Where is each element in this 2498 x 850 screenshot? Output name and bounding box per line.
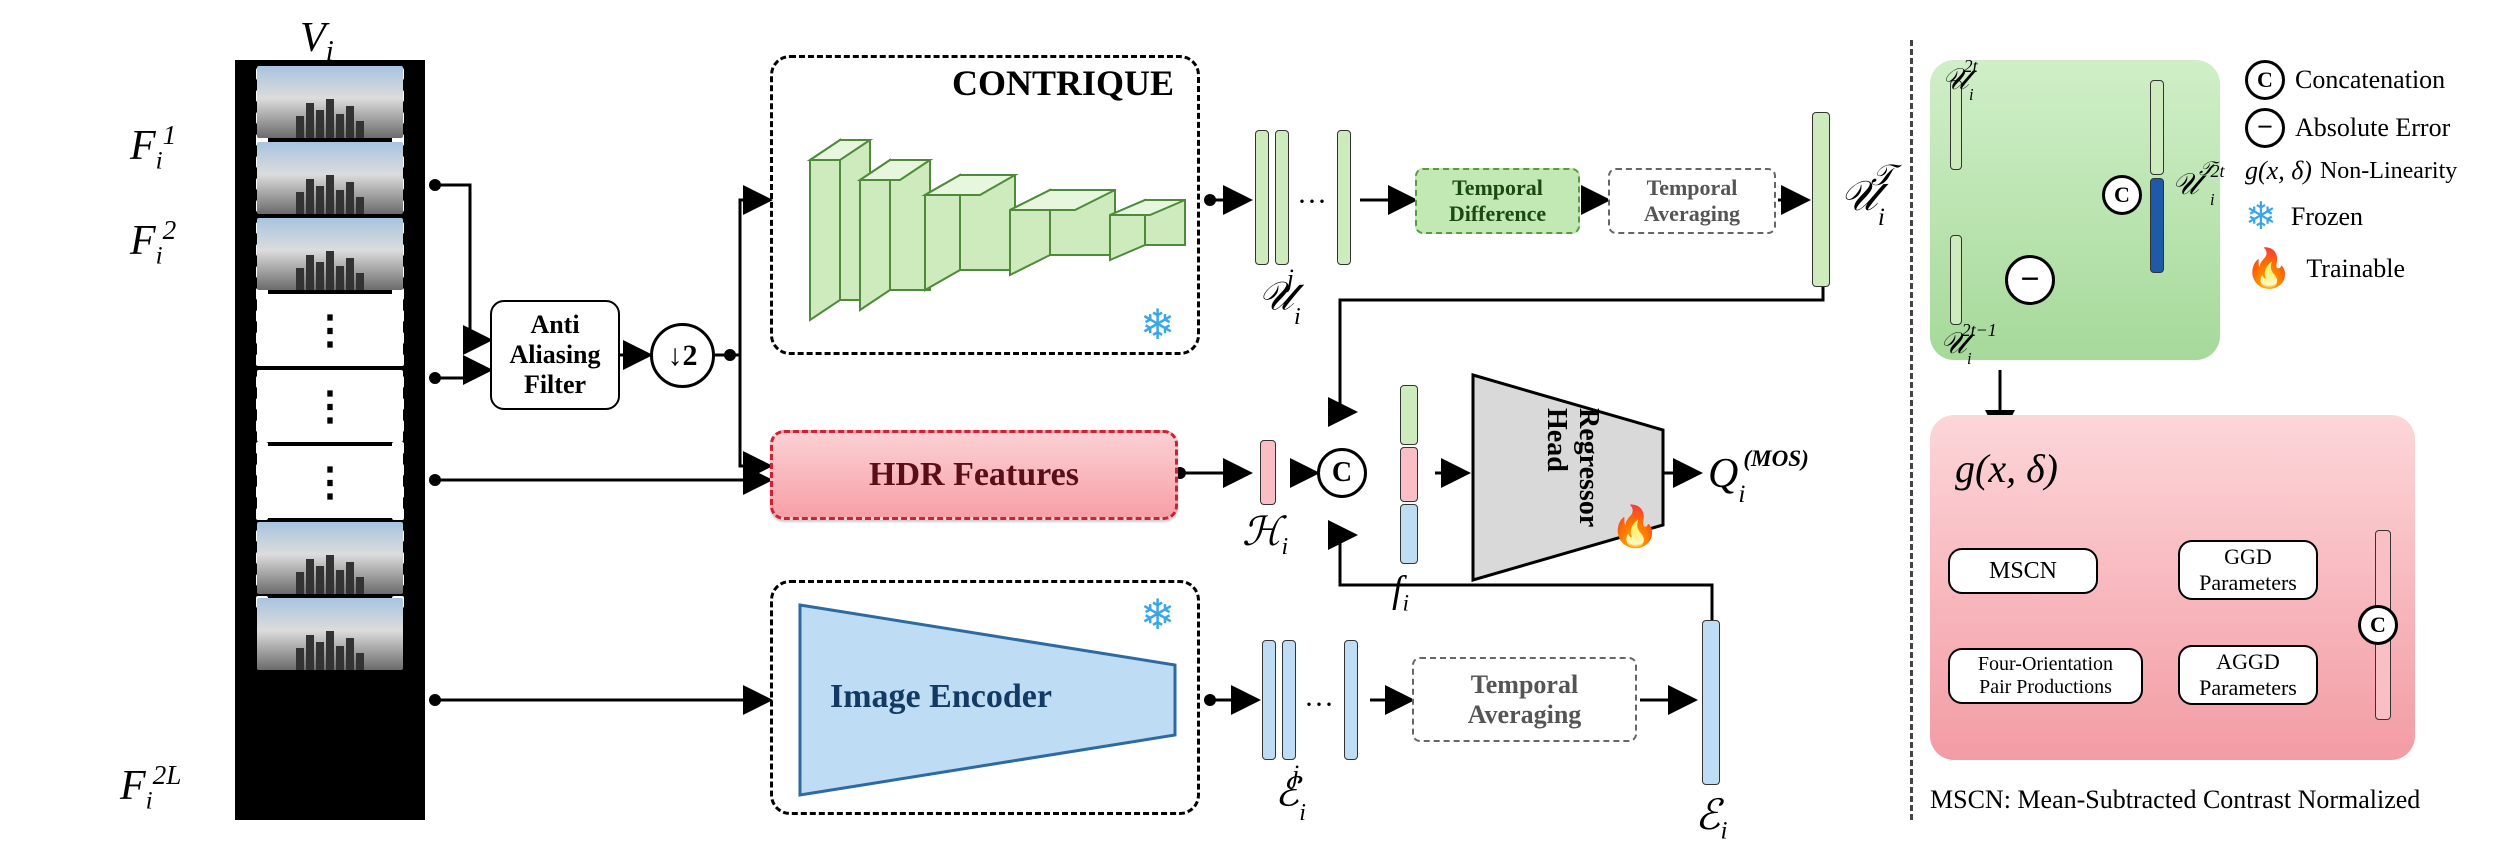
downsample-icon: ↓2 — [650, 323, 715, 388]
fi-label: fi — [1392, 568, 1409, 617]
nonlinearity-expr: g(x, δ) — [2245, 156, 2312, 186]
regressor-head-label: Regressor Head — [1540, 408, 1604, 527]
ellipsis-frame — [257, 294, 403, 366]
mscn-caption: MSCN: Mean-Subtracted Contrast Normalize… — [1930, 785, 2420, 815]
vi-label: Vi — [300, 14, 334, 68]
ei-bar — [1702, 620, 1720, 785]
contrique-blocks-icon — [790, 100, 1190, 345]
hi-label: ℋi — [1242, 508, 1288, 561]
temporal-averaging-box: Temporal Averaging — [1608, 168, 1776, 234]
video-frame — [257, 66, 403, 138]
divider — [1910, 40, 1913, 820]
hdr-features-box: HDR Features — [770, 430, 1178, 520]
snowflake-icon: ❄ — [2245, 194, 2277, 239]
qi-label: Qi(MOS) — [1708, 450, 1811, 503]
uij-label: 𝒰ij — [1258, 272, 1308, 325]
minus-icon: − — [2245, 108, 2285, 148]
uit-label: 𝒰i𝒯 — [1840, 170, 1907, 226]
ggd-box: GGD Parameters — [2178, 540, 2318, 600]
ei-label: ℰi — [1695, 790, 1727, 845]
eij-label: ℰij — [1275, 768, 1313, 821]
video-frame — [257, 142, 403, 214]
video-frame — [257, 598, 403, 670]
anti-aliasing-box: Anti Aliasing Filter — [490, 300, 620, 410]
ellipsis-frame — [257, 446, 403, 518]
temporal-diff-detail — [1930, 60, 2220, 360]
concat-icon: C — [2102, 175, 2142, 215]
video-frame — [257, 218, 403, 290]
minus-icon: − — [2005, 255, 2055, 305]
video-frame — [257, 522, 403, 594]
fire-icon: 🔥 — [1610, 503, 1660, 550]
uit-bar — [1812, 112, 1830, 287]
f2l-label: Fi2L — [120, 760, 182, 815]
gxd-label: g(x, δ) — [1955, 445, 2058, 492]
aggd-box: AGGD Parameters — [2178, 645, 2318, 705]
temporal-difference-box: Temporal Difference — [1415, 168, 1580, 234]
legend: C Concatenation − Absolute Error g(x, δ)… — [2245, 60, 2490, 291]
f2-label: Fi2 — [130, 215, 176, 270]
ellipsis-frame — [257, 370, 403, 442]
fire-icon: 🔥 — [2245, 247, 2292, 291]
four-orient-box: Four-Orientation Pair Productions — [1948, 648, 2143, 704]
snowflake-icon: ❄ — [1140, 590, 1175, 640]
image-encoder-label: Image Encoder — [830, 678, 1052, 716]
uit2t-label: 𝒰𝒯i2t — [2172, 166, 2233, 206]
concat-icon: C — [2358, 605, 2398, 645]
snowflake-icon: ❄ — [1140, 300, 1175, 350]
mscn-box: MSCN — [1948, 548, 2098, 594]
concat-icon: C — [2245, 60, 2285, 100]
hi-bar — [1260, 440, 1276, 505]
temporal-averaging-box: Temporal Averaging — [1412, 657, 1637, 742]
concat-icon: C — [1317, 448, 1367, 498]
f1-label: Fi1 — [130, 120, 176, 175]
ui2t-label: 𝒰i2t — [1942, 62, 1988, 101]
ui2tm1-label: 𝒰i2t−1 — [1940, 326, 2007, 365]
contrique-label: CONTRIQUE — [952, 62, 1174, 104]
